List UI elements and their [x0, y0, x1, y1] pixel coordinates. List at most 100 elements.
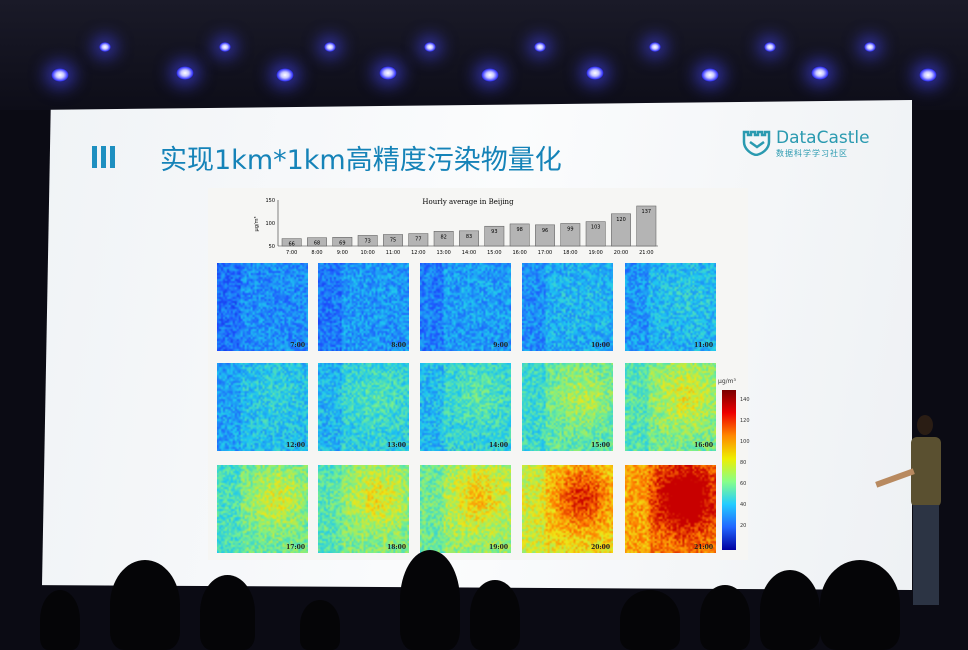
map-hour-label: 11:00	[694, 342, 713, 349]
bar-value-label: 68	[314, 241, 320, 247]
pollution-map-panel: 12:00	[217, 363, 308, 451]
x-tick-label: 15:00	[487, 250, 501, 256]
x-tick-label: 18:00	[563, 250, 577, 256]
logo-name: DataCastle	[776, 128, 870, 148]
presenter	[875, 415, 955, 605]
bar	[433, 231, 454, 247]
colorbar-tick: 40	[740, 502, 747, 508]
hourly-bar-chart: Hourly average in Beijing μg/m³ 50 100 150 66…	[254, 198, 658, 256]
map-hour-label: 13:00	[387, 442, 406, 449]
map-hour-label: 18:00	[387, 544, 406, 551]
colorbar	[722, 390, 736, 550]
stage-light	[764, 42, 776, 52]
castle-icon	[742, 130, 771, 156]
audience-head	[620, 590, 680, 650]
bar-value-label: 66	[288, 242, 294, 248]
map-hour-label: 10:00	[591, 342, 610, 349]
pollution-map-panel: 8:00	[318, 263, 409, 351]
stage-light	[99, 42, 111, 52]
pollution-map-panel: 15:00	[522, 363, 613, 451]
heatmap	[217, 263, 308, 351]
map-hour-label: 15:00	[591, 442, 610, 449]
bar	[585, 221, 606, 247]
pollution-map-panel: 17:00	[217, 465, 308, 553]
chart-title: Hourly average in Beijing	[422, 198, 514, 206]
bar-value-label: 120	[616, 217, 626, 223]
heatmap	[420, 263, 511, 351]
heatmap	[420, 465, 511, 553]
bar-value-label: 83	[466, 234, 472, 240]
stage-light	[424, 42, 436, 52]
x-tick-label: 9:00	[337, 250, 348, 256]
colorbar-tick: 100	[740, 439, 750, 445]
x-tick-label: 12:00	[411, 250, 425, 256]
map-hour-label: 19:00	[489, 544, 508, 551]
slide-title: 实现1km*1km高精度污染物量化	[160, 145, 562, 176]
bar-value-label: 93	[491, 229, 497, 235]
audience-head	[400, 550, 460, 650]
pollution-map-panel: 9:00	[420, 263, 511, 351]
stage-light	[219, 42, 231, 52]
stage-light	[701, 68, 719, 82]
map-hour-label: 7:00	[290, 342, 305, 349]
map-hour-label: 21:00	[694, 544, 713, 551]
stage-light	[176, 66, 194, 80]
bar	[281, 238, 302, 247]
pollution-map-panel: 19:00	[420, 465, 511, 553]
bar	[307, 237, 327, 247]
y-tick-label: 150	[265, 198, 275, 204]
pollution-map-panel: 20:00	[522, 465, 613, 553]
bar-value-label: 69	[339, 240, 345, 246]
y-tick-label: 100	[265, 221, 275, 227]
x-tick-label: 16:00	[512, 250, 526, 256]
bar	[357, 235, 378, 247]
stage-light	[481, 68, 499, 82]
bar-value-label: 82	[440, 234, 446, 240]
bar-value-label: 73	[364, 238, 370, 244]
stage-light	[534, 42, 546, 52]
bar	[383, 234, 403, 247]
heatmap	[318, 465, 409, 553]
colorbar-tick: 140	[740, 397, 750, 403]
x-tick-label: 17:00	[538, 250, 552, 256]
heatmap	[522, 363, 613, 451]
bar-value-label: 99	[567, 226, 573, 232]
audience-head	[200, 575, 255, 650]
stage-light	[649, 42, 661, 52]
bar	[636, 205, 657, 247]
stage-light	[586, 66, 604, 80]
heatmap	[625, 263, 716, 351]
bar-value-label: 96	[542, 228, 548, 234]
audience	[0, 550, 968, 650]
pollution-map-panel: 10:00	[522, 263, 613, 351]
colorbar-tick: 80	[740, 460, 747, 466]
y-tick-label: 50	[269, 244, 275, 250]
colorbar-unit: μg/m³	[718, 378, 736, 385]
stage-light	[811, 66, 829, 80]
colorbar-tick: 120	[740, 418, 750, 424]
stage-light	[864, 42, 876, 52]
bar	[332, 237, 353, 247]
bar-value-label: 75	[390, 238, 396, 244]
pollution-map-panel: 14:00	[420, 363, 511, 451]
map-hour-label: 9:00	[493, 342, 508, 349]
map-hour-label: 17:00	[286, 544, 305, 551]
x-tick-label: 21:00	[639, 250, 653, 256]
x-tick-label: 19:00	[588, 250, 602, 256]
stage-light	[276, 68, 294, 82]
colorbar-tick: 60	[740, 481, 747, 487]
bar-value-label: 103	[591, 225, 601, 231]
heatmap	[522, 263, 613, 351]
pollution-map-panel: 21:00	[625, 465, 716, 553]
map-hour-label: 16:00	[694, 442, 713, 449]
audience-head	[470, 580, 520, 650]
bar-value-label: 77	[415, 237, 421, 243]
x-tick-label: 14:00	[462, 250, 476, 256]
y-axis-label: μg/m³	[254, 217, 260, 232]
audience-head	[700, 585, 750, 650]
bar	[560, 223, 581, 247]
bar	[484, 225, 505, 247]
pollution-map-panel: 18:00	[318, 465, 409, 553]
colorbar-tick: 20	[740, 523, 747, 529]
x-tick-label: 20:00	[614, 250, 628, 256]
